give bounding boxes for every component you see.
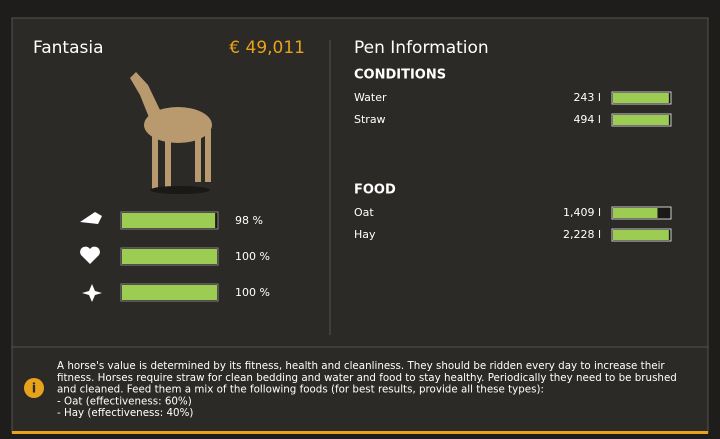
horse-price: € 49,011 bbox=[229, 38, 305, 58]
horse-name: Fantasia bbox=[33, 38, 104, 58]
info-icon bbox=[24, 378, 44, 398]
item-bar bbox=[613, 115, 669, 125]
fitness-icon bbox=[80, 212, 102, 224]
stat-bar bbox=[122, 213, 216, 228]
info-icon-glyph: i bbox=[32, 382, 36, 397]
item-amount: 1,409 l bbox=[563, 206, 601, 219]
health-icon bbox=[80, 246, 100, 264]
section-heading: FOOD bbox=[354, 183, 396, 198]
item-bar bbox=[613, 93, 669, 103]
item-bar bbox=[613, 230, 669, 240]
stat-label: 100 % bbox=[235, 250, 270, 263]
item-bar bbox=[613, 208, 658, 218]
cleanliness-icon bbox=[82, 284, 102, 302]
info-line: fitness. Horses require straw for clean … bbox=[57, 372, 677, 384]
info-line: and cleaned. Feed them a mix of the foll… bbox=[57, 384, 544, 396]
item-name: Straw bbox=[354, 113, 386, 126]
info-line: A horse's value is determined by its fit… bbox=[57, 360, 665, 372]
stat-bar bbox=[122, 249, 217, 264]
item-amount: 243 l bbox=[573, 91, 601, 104]
stat-label: 100 % bbox=[235, 286, 270, 299]
item-amount: 494 l bbox=[573, 113, 601, 126]
stat-label: 98 % bbox=[235, 214, 263, 227]
info-line: - Oat (effectiveness: 60%) bbox=[57, 395, 192, 407]
section-heading: CONDITIONS bbox=[354, 68, 446, 83]
item-name: Water bbox=[354, 91, 387, 104]
item-name: Hay bbox=[354, 228, 376, 241]
item-amount: 2,228 l bbox=[563, 228, 601, 241]
stat-bar bbox=[122, 285, 217, 300]
accent-line bbox=[12, 431, 708, 434]
item-name: Oat bbox=[354, 206, 374, 219]
pen-title: Pen Information bbox=[354, 38, 489, 58]
horse-image bbox=[130, 72, 212, 194]
info-line: - Hay (effectiveness: 40%) bbox=[57, 407, 193, 419]
